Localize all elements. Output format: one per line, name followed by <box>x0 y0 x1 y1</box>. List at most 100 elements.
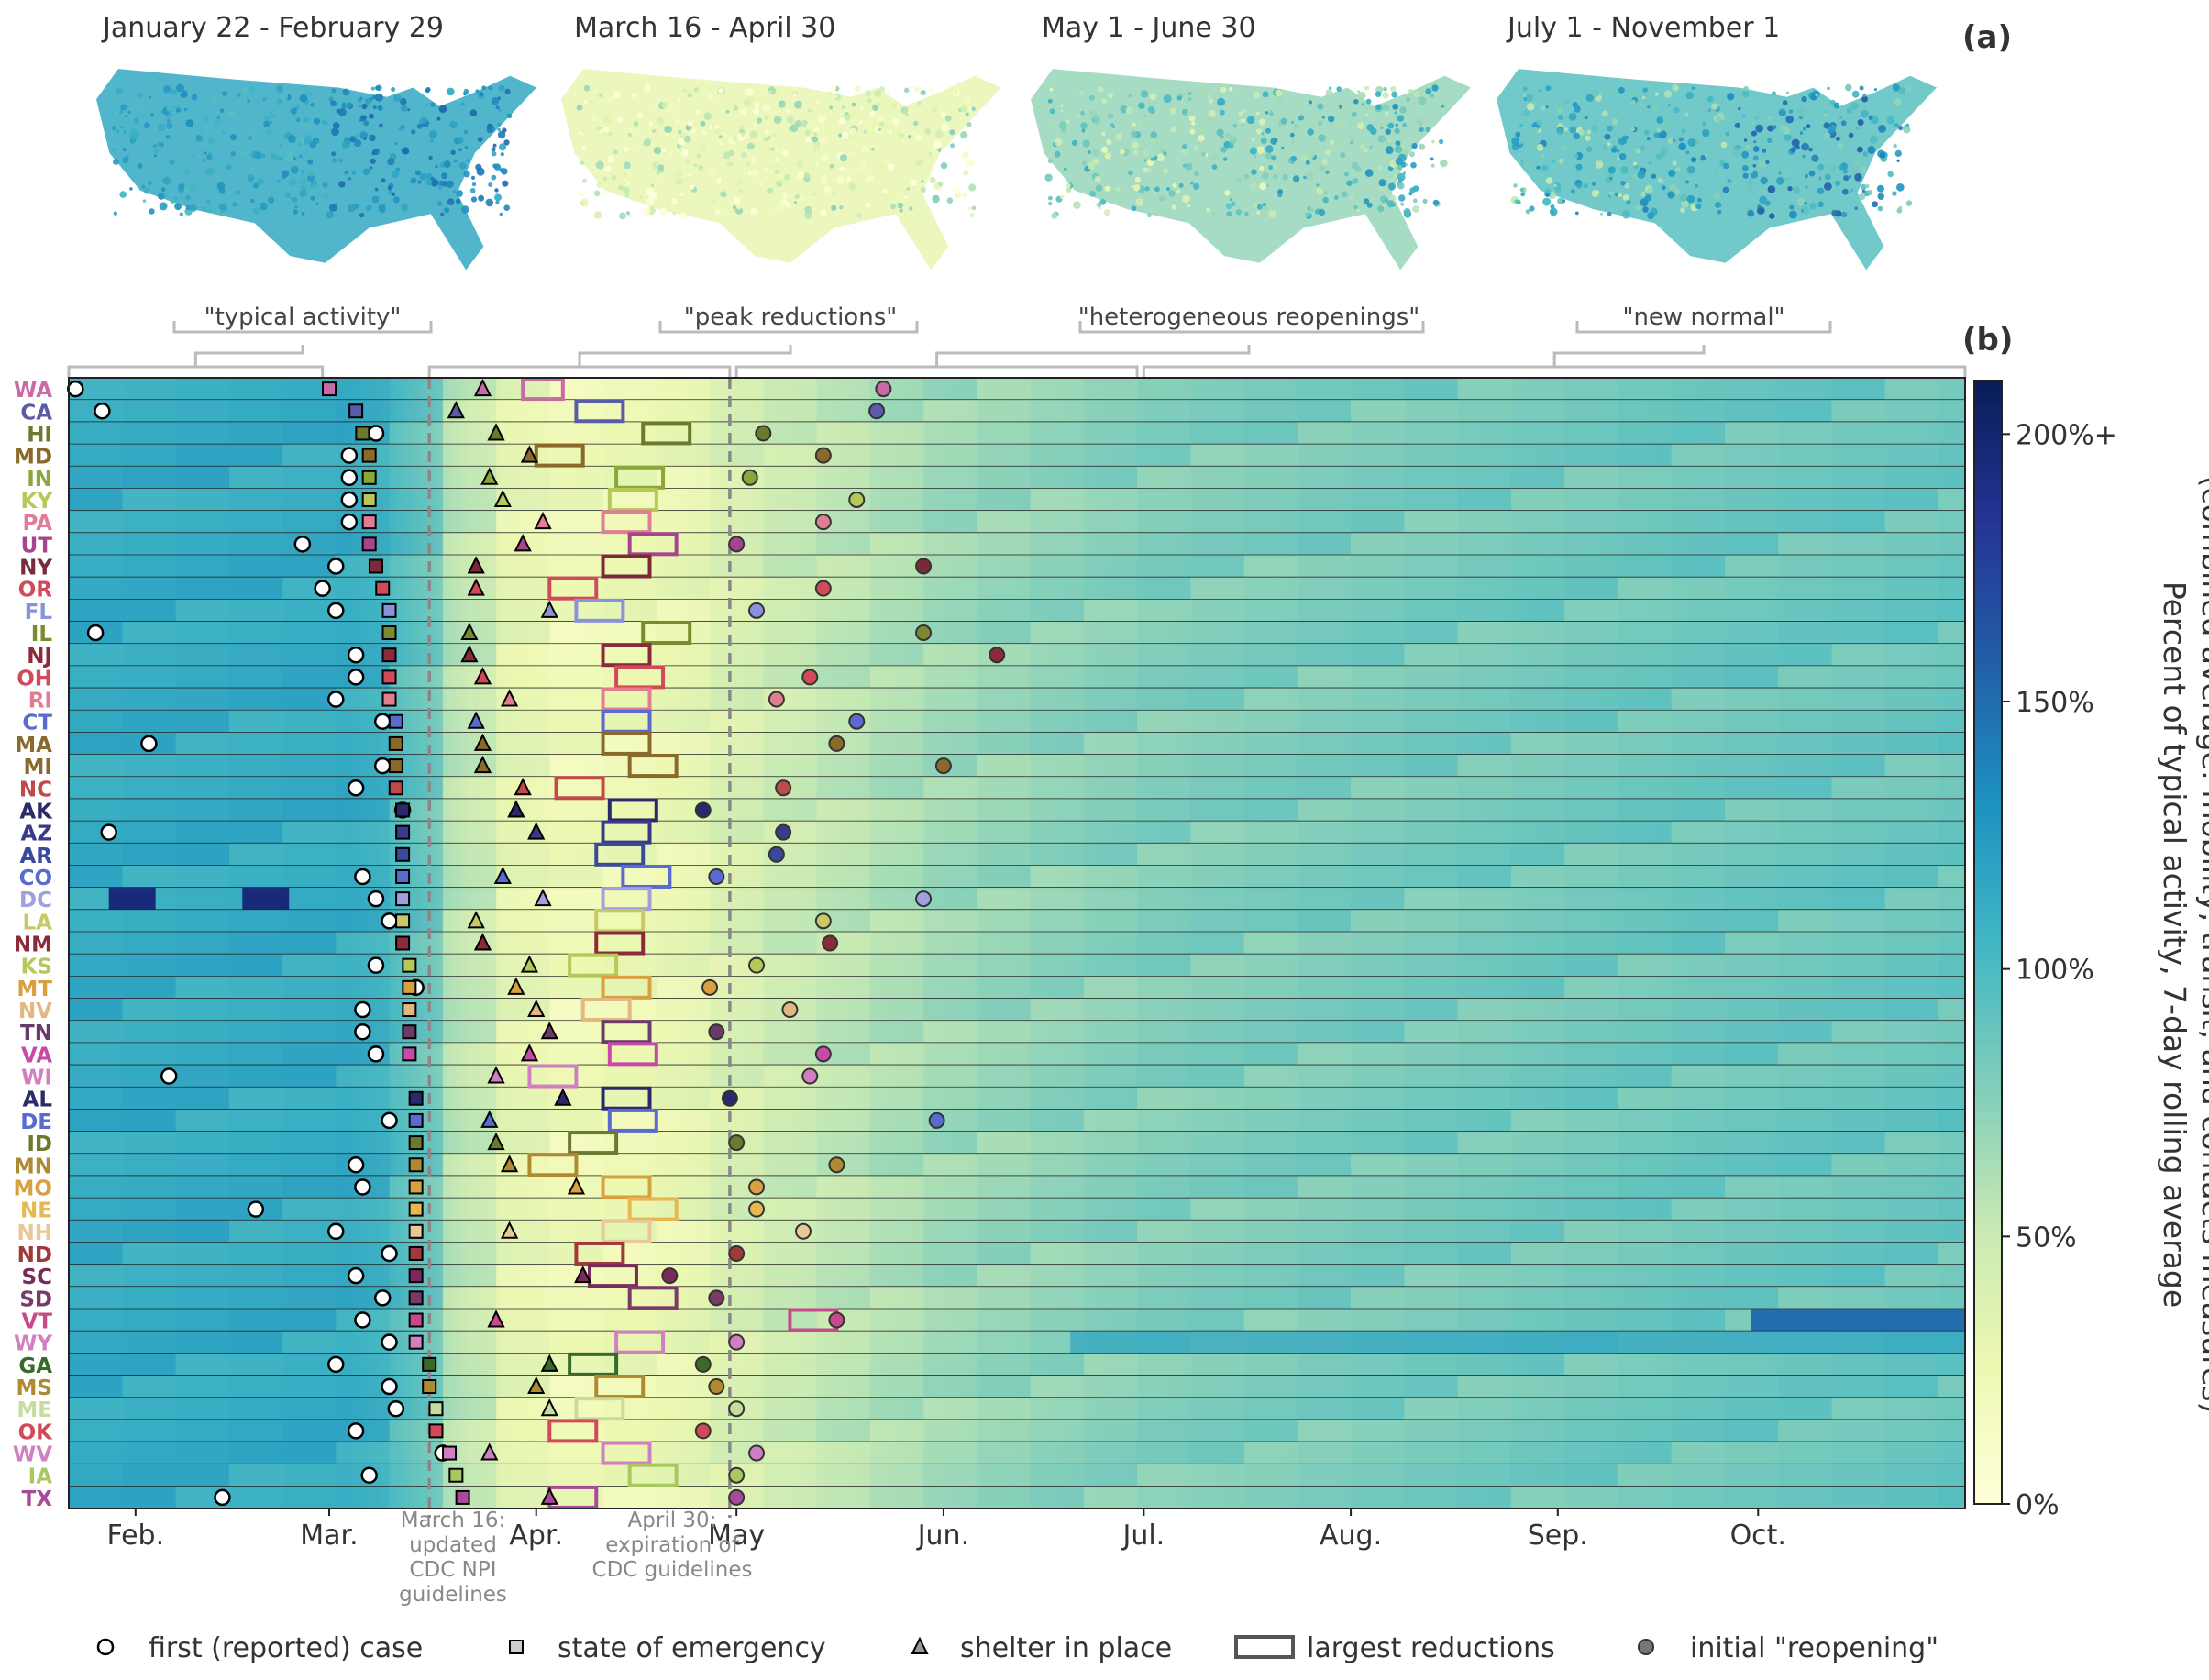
map-dot <box>905 113 909 116</box>
map-dot <box>899 195 905 202</box>
map-dot <box>779 210 789 219</box>
heatmap-cell <box>1724 444 1779 467</box>
heatmap-cell <box>656 888 711 911</box>
map-dot <box>115 111 118 115</box>
map-dot <box>282 204 286 208</box>
state-label: WV <box>13 1443 52 1467</box>
heatmap-cell <box>656 688 711 711</box>
heatmap-cell <box>710 555 764 578</box>
heatmap-cell <box>1137 1065 1191 1088</box>
map-dot <box>1101 98 1107 104</box>
map-dot <box>878 86 886 93</box>
heatmap-cell <box>1083 1464 1138 1487</box>
annotation-april30-line2: expiration of <box>605 1533 739 1557</box>
heatmap-cell <box>122 755 177 778</box>
map-dot <box>1788 109 1794 114</box>
heatmap-cell <box>602 1109 657 1132</box>
map-dot <box>590 115 598 122</box>
map-dot <box>113 159 119 165</box>
heatmap-cell <box>1671 1132 1726 1155</box>
heatmap-cell <box>1030 1132 1085 1155</box>
heatmap-cell <box>1137 1398 1191 1420</box>
map-dot <box>1154 155 1158 160</box>
map-dot <box>1385 111 1389 116</box>
map-dot <box>153 144 157 148</box>
heatmap-cell <box>1884 555 1939 578</box>
heatmap-cell <box>1778 466 1832 489</box>
map-dot <box>137 92 143 98</box>
heatmap-cell <box>1671 666 1726 689</box>
map-dot <box>1307 206 1311 211</box>
heatmap-cell <box>1618 1043 1673 1066</box>
map-dot <box>856 213 862 218</box>
heatmap-cell <box>923 976 977 999</box>
state-label: DE <box>20 1111 52 1134</box>
map-dot <box>322 182 328 188</box>
heatmap-cell <box>1457 511 1512 534</box>
heatmap-cell <box>602 422 657 445</box>
map-dot <box>191 94 198 101</box>
heatmap-cell <box>656 1287 711 1310</box>
heatmap-cell <box>1724 821 1779 844</box>
map-dot <box>780 198 788 205</box>
map-dot <box>1348 123 1353 127</box>
heatmap-cell <box>763 1154 818 1177</box>
heatmap-cell <box>1884 577 1939 600</box>
map-dot <box>307 173 315 182</box>
map-dot <box>912 131 917 136</box>
state-of-emergency-marker <box>395 846 411 862</box>
heatmap-cell <box>1030 1353 1085 1376</box>
map-dot <box>1752 163 1757 168</box>
heatmap-cell <box>1618 1176 1673 1199</box>
heatmap-cell <box>710 1220 764 1243</box>
heatmap-cell <box>175 511 230 534</box>
heatmap-cell <box>228 1309 283 1332</box>
map-dot <box>193 177 197 181</box>
largest-reductions-marker <box>574 1397 625 1421</box>
map-dot <box>184 194 191 201</box>
first-case-marker <box>340 447 359 464</box>
heatmap-cell <box>1297 1242 1352 1266</box>
heatmap-cell <box>763 1242 818 1266</box>
heatmap-cell <box>923 910 977 933</box>
heatmap-cell <box>1083 400 1138 423</box>
map-dot <box>700 120 706 127</box>
heatmap-cell <box>1938 533 1965 556</box>
map-dot <box>745 210 748 214</box>
heatmap-cell <box>1137 1420 1191 1442</box>
heatmap-cell <box>977 998 1032 1022</box>
heatmap-cell <box>1510 1287 1565 1310</box>
heatmap-cell <box>282 777 337 800</box>
phase-label-1: "typical activity" <box>204 304 402 331</box>
heatmap-cell <box>228 821 283 844</box>
map-dot <box>1767 138 1773 143</box>
heatmap-cell <box>1083 777 1138 800</box>
heatmap-cell-high <box>242 888 290 911</box>
map-dot <box>1350 140 1353 145</box>
heatmap-cell <box>1831 1021 1886 1044</box>
heatmap-cell <box>1564 555 1618 578</box>
map-dot <box>969 213 975 218</box>
map-dot <box>1622 210 1630 219</box>
heatmap-cell <box>1510 710 1565 733</box>
map-dot <box>138 105 145 112</box>
map-dot <box>494 193 502 202</box>
heatmap-cell <box>763 599 818 622</box>
map-dot <box>1607 166 1616 174</box>
heatmap-cell <box>869 1220 924 1243</box>
heatmap-cell <box>69 1220 123 1243</box>
map-dot <box>1681 128 1686 134</box>
map-dot <box>1646 137 1651 141</box>
map-dot <box>636 112 644 119</box>
heatmap-cell <box>1618 1198 1673 1221</box>
heatmap-cell <box>1243 954 1298 977</box>
heatmap-cell <box>389 378 444 401</box>
heatmap-cell <box>175 1375 230 1398</box>
heatmap-cell <box>1404 688 1459 711</box>
map-dot <box>669 152 673 156</box>
heatmap-cell <box>1618 1265 1673 1288</box>
map-dot <box>1269 112 1274 116</box>
state-label: UT <box>21 534 53 558</box>
heatmap-cell <box>1030 1309 1085 1332</box>
map-dot <box>203 186 210 193</box>
